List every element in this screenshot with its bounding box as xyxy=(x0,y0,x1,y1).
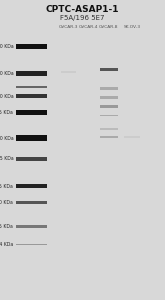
Text: OVCAR-4: OVCAR-4 xyxy=(79,25,98,28)
Bar xyxy=(100,128,118,130)
Bar xyxy=(16,135,47,140)
Text: CPTC-ASAP1-1: CPTC-ASAP1-1 xyxy=(46,5,119,14)
Text: F5A/196 5E7: F5A/196 5E7 xyxy=(60,15,105,21)
Text: OVCAR-8: OVCAR-8 xyxy=(99,25,119,28)
Bar xyxy=(100,96,118,98)
Text: 25 KDa: 25 KDa xyxy=(0,184,13,188)
Bar xyxy=(100,87,118,89)
Bar xyxy=(16,94,47,98)
Bar xyxy=(100,68,118,71)
Bar xyxy=(124,136,140,138)
Bar xyxy=(100,136,118,138)
Bar xyxy=(61,70,76,73)
Text: 20 KDa: 20 KDa xyxy=(0,200,13,205)
Text: OVCAR-3: OVCAR-3 xyxy=(59,25,78,28)
Bar xyxy=(16,244,47,245)
Text: 100 KDa: 100 KDa xyxy=(0,94,13,98)
Text: SK-OV-3: SK-OV-3 xyxy=(123,25,141,28)
Text: 15 KDa: 15 KDa xyxy=(0,224,13,229)
Bar xyxy=(100,105,118,107)
Text: 75 KDa: 75 KDa xyxy=(0,110,13,115)
Text: 250 KDa: 250 KDa xyxy=(0,44,13,49)
Text: 50 KDa: 50 KDa xyxy=(0,136,13,140)
Bar xyxy=(16,184,47,188)
Bar xyxy=(16,110,47,115)
Bar xyxy=(100,115,118,116)
Text: 10.4 KDa: 10.4 KDa xyxy=(0,242,13,247)
Bar xyxy=(16,157,47,161)
Bar xyxy=(16,71,47,76)
Bar xyxy=(16,201,47,204)
Bar xyxy=(16,86,47,88)
Bar xyxy=(16,225,47,228)
Text: 150 KDa: 150 KDa xyxy=(0,71,13,76)
Text: 35 KDa: 35 KDa xyxy=(0,157,13,161)
Bar xyxy=(16,44,47,49)
